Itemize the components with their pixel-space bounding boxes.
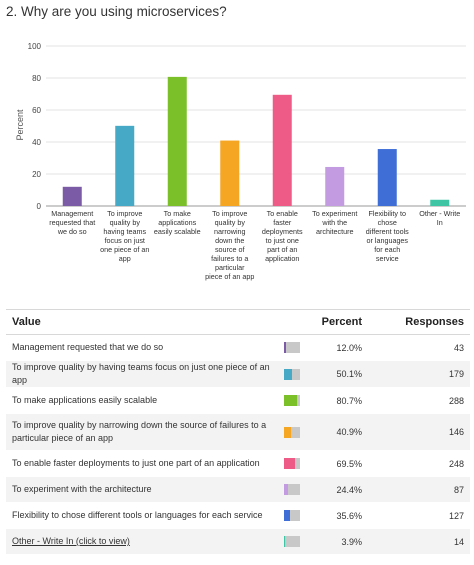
bar — [377, 149, 397, 206]
row-percent: 80.7% — [308, 387, 368, 414]
y-axis-label: Percent — [15, 109, 25, 141]
row-value: To experiment with the architecture — [6, 476, 280, 503]
row-mini-bar — [280, 387, 308, 414]
y-tick-label: 40 — [32, 138, 41, 147]
row-percent: 69.5% — [308, 450, 368, 477]
row-value[interactable]: Other - Write In (click to view) — [6, 528, 280, 555]
mini-bar-fill — [284, 426, 291, 438]
mini-bar-fill — [284, 510, 290, 522]
row-value: To enable faster deployments to just one… — [6, 450, 280, 477]
y-tick-label: 100 — [28, 42, 42, 51]
mini-bar-track — [284, 484, 300, 496]
mini-bar-track — [284, 510, 300, 522]
mini-bar-fill — [284, 536, 285, 548]
row-responses: 87 — [368, 476, 470, 503]
header-percent: Percent — [308, 309, 368, 335]
row-responses: 14 — [368, 528, 470, 555]
mini-bar-track — [284, 368, 300, 380]
table-row: To improve quality by having teams focus… — [6, 360, 470, 388]
row-value: To improve quality by having teams focus… — [6, 360, 280, 388]
mini-bar-track — [284, 536, 300, 548]
row-value: Flexibility to chose different tools or … — [6, 502, 280, 529]
row-value: To make applications easily scalable — [6, 387, 280, 414]
row-mini-bar — [280, 450, 308, 477]
mini-bar-fill — [284, 342, 286, 354]
x-tick-label: To experiment with the architecture — [312, 209, 357, 236]
table-row: Flexibility to chose different tools or … — [6, 502, 470, 529]
y-tick-label: 20 — [32, 170, 41, 179]
mini-bar-track — [284, 426, 300, 438]
table-row: To experiment with the architecture 24.4%… — [6, 476, 470, 503]
table-row: Other - Write In (click to view) 3.9% 14 — [6, 528, 470, 555]
header-value: Value — [6, 309, 280, 335]
row-mini-bar — [280, 528, 308, 555]
bar — [167, 76, 187, 206]
chart-bars — [62, 76, 450, 206]
row-mini-bar — [280, 334, 308, 361]
table-row: To enable faster deployments to just one… — [6, 450, 470, 477]
row-mini-bar — [280, 476, 308, 503]
mini-bar-fill — [284, 484, 288, 496]
row-percent: 12.0% — [308, 334, 368, 361]
row-responses: 248 — [368, 450, 470, 477]
bar — [272, 94, 292, 206]
row-value: Management requested that we do so — [6, 334, 280, 361]
y-tick-label: 80 — [32, 74, 41, 83]
x-tick-label: Management requested that we do so — [49, 209, 95, 236]
row-percent: 3.9% — [308, 528, 368, 555]
question-title: 2. Why are you using microservices? — [6, 4, 227, 19]
row-mini-bar — [280, 502, 308, 529]
mini-bar-fill — [284, 368, 293, 380]
row-responses: 146 — [368, 413, 470, 451]
y-tick-label: 60 — [32, 106, 41, 115]
row-percent: 50.1% — [308, 360, 368, 388]
row-responses: 179 — [368, 360, 470, 388]
header-responses: Responses — [368, 309, 470, 335]
y-tick-label: 0 — [37, 202, 42, 211]
mini-bar-fill — [284, 458, 296, 470]
row-responses: 127 — [368, 502, 470, 529]
row-responses: 43 — [368, 334, 470, 361]
x-tick-label: Other - Write In — [419, 209, 460, 227]
table-row: Management requested that we do so 12.0% 4… — [6, 334, 470, 361]
x-tick-label: To improve quality by having teams focus on… — [100, 209, 149, 263]
x-tick-label: To enable faster deployments to just one par… — [262, 209, 303, 263]
chart-gridlines — [46, 45, 466, 207]
bar — [325, 166, 345, 206]
mini-bar-fill — [284, 395, 297, 407]
y-tick-labels: 0 20 40 60 80 100 — [28, 42, 42, 211]
row-value: To improve quality by narrowing down the… — [6, 413, 280, 451]
table-row: To make applications easily scalable 80.7… — [6, 387, 470, 414]
x-tick-label: To make applications easily scalable — [154, 209, 201, 236]
mini-bar-track — [284, 458, 300, 470]
row-percent: 24.4% — [308, 476, 368, 503]
results-table: Value Percent Responses Management reque… — [6, 309, 470, 555]
bar — [220, 140, 240, 206]
table-row: To improve quality by narrowing down the… — [6, 413, 470, 451]
bar-chart: 0 20 40 60 80 100 Percent Management requested… — [15, 42, 466, 281]
row-percent: 35.6% — [308, 502, 368, 529]
bar — [62, 186, 82, 206]
mini-bar-track — [284, 342, 300, 354]
row-responses: 288 — [368, 387, 470, 414]
row-mini-bar — [280, 413, 308, 451]
table-header-row: Value Percent Responses — [6, 309, 470, 335]
mini-bar-track — [284, 395, 300, 407]
row-mini-bar — [280, 360, 308, 388]
bar — [115, 125, 135, 206]
x-tick-label: Flexibility to chose different tools or lan… — [366, 209, 409, 263]
row-percent: 40.9% — [308, 413, 368, 451]
x-tick-label: To improve quality by narrowing down the sou… — [205, 209, 254, 281]
bar — [430, 199, 450, 206]
